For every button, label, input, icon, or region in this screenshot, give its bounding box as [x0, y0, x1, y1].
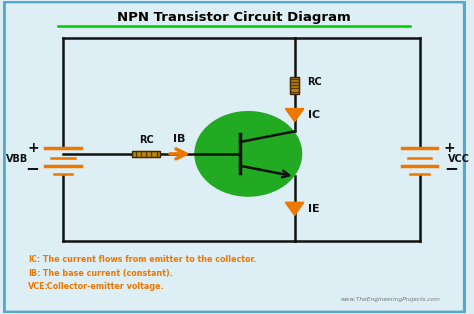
Text: The current flows from emitter to the collector.: The current flows from emitter to the co…	[40, 255, 256, 264]
Text: −: −	[444, 159, 457, 177]
FancyBboxPatch shape	[290, 77, 299, 94]
Text: IB: IB	[173, 134, 185, 144]
Text: NPN Transistor Circuit Diagram: NPN Transistor Circuit Diagram	[118, 11, 351, 24]
Text: IE: IE	[308, 203, 319, 214]
Text: IC: IC	[308, 110, 319, 120]
Polygon shape	[285, 109, 304, 122]
Text: VCE:: VCE:	[28, 282, 49, 291]
Text: IC:: IC:	[28, 255, 40, 264]
Text: VCC: VCC	[447, 154, 469, 164]
Text: +: +	[27, 141, 39, 155]
Text: RC: RC	[308, 77, 322, 87]
Text: Collector-emitter voltage.: Collector-emitter voltage.	[44, 282, 164, 291]
Text: The base current (constant).: The base current (constant).	[40, 269, 173, 278]
Text: −: −	[25, 159, 39, 177]
Text: RC: RC	[139, 135, 154, 145]
Text: VBB: VBB	[6, 154, 28, 164]
FancyBboxPatch shape	[132, 151, 160, 157]
Text: +: +	[444, 141, 456, 155]
Polygon shape	[285, 202, 304, 215]
FancyBboxPatch shape	[4, 2, 465, 312]
Text: IB:: IB:	[28, 269, 41, 278]
Text: www.TheEngineeringProjects.com: www.TheEngineeringProjects.com	[341, 297, 440, 302]
Ellipse shape	[195, 112, 301, 196]
